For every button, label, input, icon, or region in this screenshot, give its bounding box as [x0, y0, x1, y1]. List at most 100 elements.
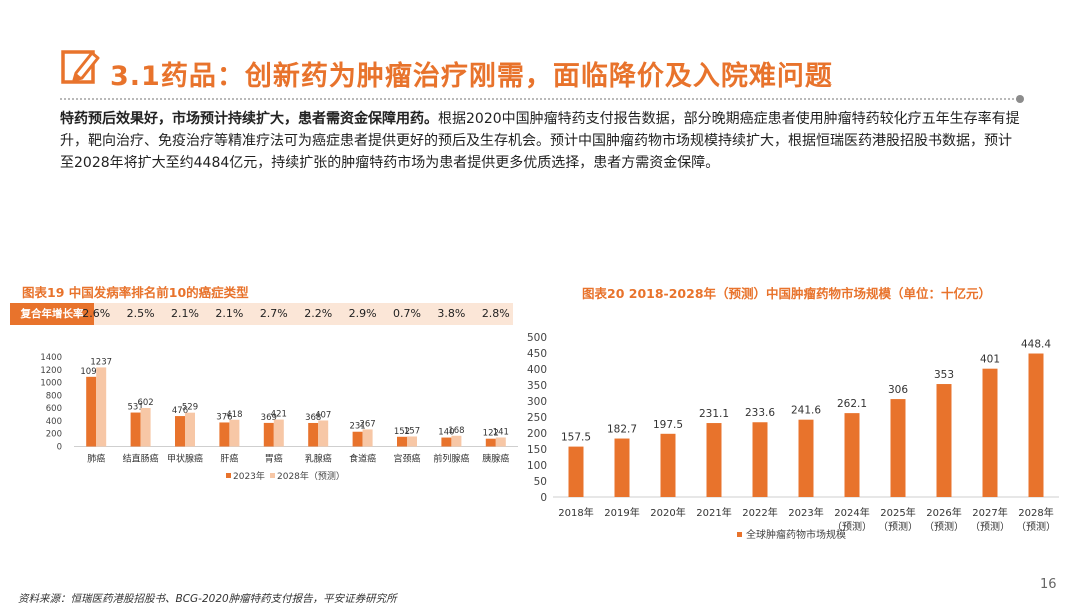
x-tick-label: 2025年 [880, 506, 915, 519]
y-tick-label: 150 [527, 444, 547, 456]
bar-2028 [318, 420, 329, 447]
data-label: 197.5 [653, 419, 683, 431]
y-tick-label: 0 [57, 443, 62, 453]
cagr-value: 2.9% [348, 307, 377, 320]
y-tick-label: 200 [46, 430, 62, 440]
x-tick-label: 前列腺癌 [433, 453, 469, 465]
cagr-label: 复合年增长率 [10, 303, 94, 325]
legend-label: 全球肿瘤药物市场规模 [746, 528, 846, 541]
x-tick-label: 肝癌 [220, 453, 238, 465]
bar-2023 [352, 431, 363, 447]
bar-market-size [706, 423, 722, 497]
data-label: 407 [315, 410, 331, 420]
data-label: 369 [261, 413, 277, 423]
cagr-value: 2.7% [259, 307, 288, 320]
cagr-value: 0.7% [393, 307, 421, 320]
cagr-value: 2.6% [82, 307, 111, 320]
bar-2028 [273, 419, 284, 447]
x-tick-label: 2027年 [972, 506, 1007, 519]
y-tick-label: 400 [527, 364, 547, 376]
bar-market-size [982, 368, 998, 497]
bar-2023 [130, 412, 141, 447]
x-tick-note: （预测） [924, 520, 964, 533]
x-tick-label: 2023年 [788, 506, 823, 519]
data-label: 231.1 [699, 408, 729, 420]
y-tick-label: 100 [527, 460, 547, 472]
x-tick-label: 2020年 [650, 506, 685, 519]
bar-market-size [752, 422, 768, 497]
bar-market-size [660, 433, 676, 497]
y-tick-label: 50 [534, 476, 547, 488]
x-tick-label: 2018年 [558, 506, 593, 519]
bar-market-size [1028, 353, 1044, 497]
bar-2023 [263, 422, 274, 447]
data-label: 448.4 [1021, 339, 1051, 351]
cagr-value: 2.8% [481, 307, 510, 320]
cagr-value: 2.1% [215, 307, 244, 320]
bar-2023 [86, 376, 97, 447]
data-label: 353 [934, 369, 954, 381]
chart19-title: 图表19 中国发病率排名前10的癌症类型 [22, 285, 249, 300]
summary-body: 根据2020中国肿瘤特药支付报告数据，部分晚期癌症患者使用肿瘤特药较化疗五年生存… [60, 111, 1020, 171]
bar-2028 [185, 412, 195, 447]
data-label: 529 [182, 403, 198, 413]
y-tick-label: 450 [527, 348, 547, 360]
summary-lead: 特药预后效果好，市场预计持续扩大，患者需资金保障用药。 [60, 111, 438, 127]
data-label: 231 [349, 422, 365, 432]
bar-market-size [890, 399, 906, 497]
data-label: 1237 [90, 357, 112, 367]
data-label: 401 [980, 354, 1000, 366]
y-tick-label: 300 [527, 396, 547, 408]
data-label: 267 [359, 419, 375, 429]
data-label: 306 [888, 384, 908, 396]
x-tick-label: 2026年 [926, 506, 961, 519]
legend-label: 2023年 [233, 470, 265, 482]
bar-2023 [175, 416, 185, 447]
data-label: 152 [394, 427, 410, 437]
data-label: 122 [483, 429, 499, 439]
page-number: 16 [1040, 577, 1057, 592]
y-tick-label: 800 [46, 391, 62, 401]
summary-paragraph: 特药预后效果好，市场预计持续扩大，患者需资金保障用药。根据2020中国肿瘤特药支… [60, 108, 1020, 174]
data-label: 1090 [80, 367, 102, 377]
bar-2028 [96, 367, 107, 447]
bar-2023 [308, 422, 319, 447]
y-tick-label: 350 [527, 380, 547, 392]
x-tick-label: 2022年 [742, 506, 777, 519]
bar-2028 [407, 436, 417, 447]
chart20-market-size: 0 50 100 150 200 250 300 350 400 450 500 157.5 2018年… [527, 332, 1059, 541]
x-tick-note: （预测） [1016, 520, 1056, 533]
bar-2023 [485, 438, 496, 447]
data-label: 157 [404, 426, 420, 436]
y-tick-label: 1000 [40, 379, 62, 389]
bar-2023 [397, 436, 407, 447]
cagr-value: 2.5% [126, 307, 155, 320]
x-tick-label: 乳腺癌 [305, 453, 332, 465]
data-label: 168 [448, 426, 464, 436]
title-divider [60, 98, 1022, 100]
x-tick-note: （预测） [832, 520, 872, 533]
source-note: 资料来源：恒瑞医药港股招股书、BCG-2020肿瘤特药支付报告，平安证券研究所 [18, 593, 397, 605]
page-title: 3.1药品：创新药为肿瘤治疗刚需，面临降价及入院难问题 [110, 61, 833, 92]
cagr-row: 复合年增长率 2.6% 2.5% 2.1% 2.1% 2.7% 2.2% 2.9% 0.7% 3… [10, 303, 513, 325]
data-label: 418 [226, 410, 242, 420]
data-label: 602 [137, 398, 153, 408]
x-tick-label: 胰腺癌 [482, 453, 509, 465]
data-label: 262.1 [837, 398, 867, 410]
edit-note-icon [61, 50, 100, 84]
bar-2028 [451, 435, 462, 447]
bar-2023 [441, 437, 452, 447]
legend-swatch [226, 473, 231, 478]
x-tick-note: （预测） [878, 520, 918, 533]
x-tick-label: 食道癌 [349, 453, 376, 465]
y-tick-label: 1400 [40, 353, 62, 363]
x-tick-label: 2024年 [834, 506, 869, 519]
cagr-value: 2.2% [304, 307, 333, 320]
title-divider-dot [1016, 95, 1024, 103]
bar-market-size [798, 419, 814, 497]
data-label: 140 [438, 428, 454, 438]
y-tick-label: 600 [46, 404, 62, 414]
legend-swatch [737, 532, 742, 537]
bar-market-size [568, 446, 584, 497]
